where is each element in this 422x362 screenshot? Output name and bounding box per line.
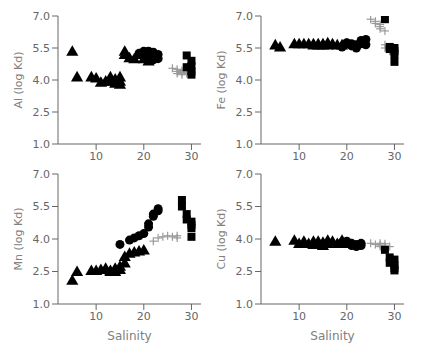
svg-text:20: 20 [137, 150, 151, 163]
svg-text:4.0: 4.0 [236, 74, 254, 87]
svg-text:10: 10 [292, 310, 306, 323]
svg-text:2.5: 2.5 [236, 265, 254, 278]
svg-text:2.5: 2.5 [33, 106, 51, 119]
svg-text:5.5: 5.5 [236, 200, 254, 213]
svg-text:10: 10 [292, 150, 306, 163]
svg-text:4.0: 4.0 [33, 74, 51, 87]
svg-text:Mn (log Kd): Mn (log Kd) [12, 207, 25, 270]
svg-text:Salinity: Salinity [107, 329, 151, 343]
svg-text:30: 30 [184, 310, 198, 323]
svg-text:30: 30 [184, 150, 198, 163]
svg-text:10: 10 [89, 150, 103, 163]
svg-text:10: 10 [89, 310, 103, 323]
svg-text:1.0: 1.0 [33, 138, 51, 151]
svg-text:Salinity: Salinity [310, 329, 354, 343]
svg-text:4.0: 4.0 [33, 233, 51, 246]
svg-text:20: 20 [137, 310, 151, 323]
svg-text:Al (log Kd): Al (log Kd) [12, 51, 25, 108]
svg-text:1.0: 1.0 [33, 298, 51, 311]
svg-text:1.0: 1.0 [236, 138, 254, 151]
svg-text:Cu (log Kd): Cu (log Kd) [215, 208, 228, 269]
svg-text:1.0: 1.0 [236, 298, 254, 311]
svg-text:5.5: 5.5 [33, 42, 51, 55]
svg-text:30: 30 [387, 150, 401, 163]
svg-text:2.5: 2.5 [236, 106, 254, 119]
svg-text:30: 30 [387, 310, 401, 323]
svg-text:Fe (log Kd): Fe (log Kd) [215, 50, 228, 109]
svg-text:7.0: 7.0 [33, 10, 51, 23]
svg-text:20: 20 [340, 310, 354, 323]
svg-text:7.0: 7.0 [236, 168, 254, 181]
svg-text:7.0: 7.0 [236, 10, 254, 23]
svg-text:2.5: 2.5 [33, 265, 51, 278]
svg-text:7.0: 7.0 [33, 168, 51, 181]
svg-text:5.5: 5.5 [33, 200, 51, 213]
svg-text:20: 20 [340, 150, 354, 163]
svg-text:4.0: 4.0 [236, 233, 254, 246]
svg-text:5.5: 5.5 [236, 42, 254, 55]
